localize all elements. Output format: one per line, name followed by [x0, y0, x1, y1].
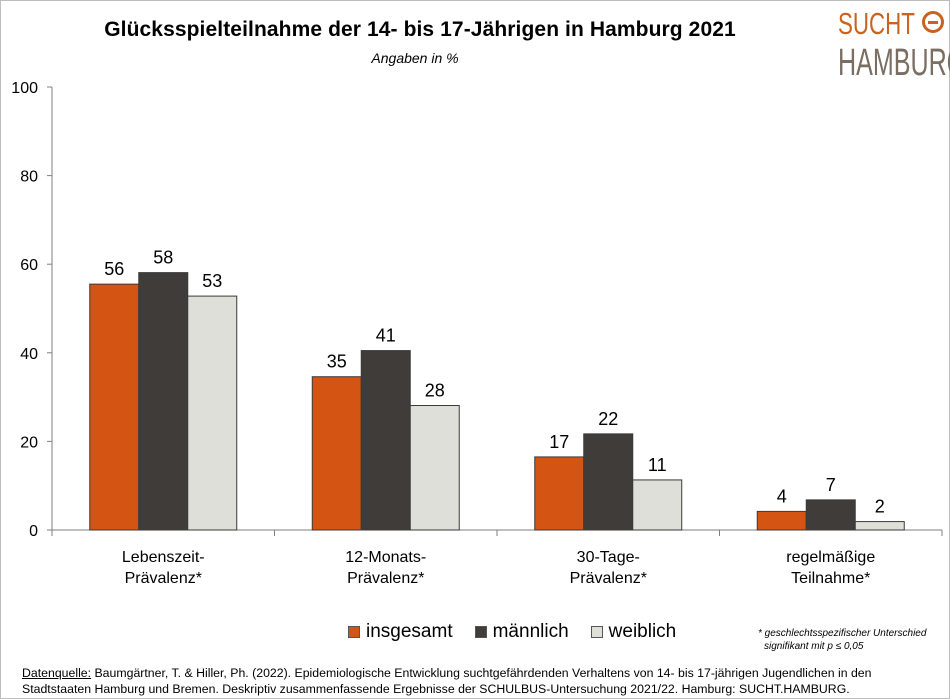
- bar-männlich-2: [583, 433, 634, 531]
- logo-text-hamburg: HAMBURG: [838, 42, 950, 84]
- bar-weiblich-0: [187, 295, 238, 531]
- y-tick-label: 40: [20, 346, 38, 363]
- sucht-hamburg-logo: SUCHT HAMBURG: [838, 6, 950, 86]
- data-label: 53: [202, 271, 222, 291]
- data-label: 58: [153, 248, 173, 268]
- bar-insgesamt-2: [534, 456, 585, 531]
- bar-männlich-1: [360, 350, 411, 531]
- y-tick-label: 80: [20, 169, 38, 186]
- data-label: 4: [777, 486, 787, 506]
- legend-swatch-insgesamt: [348, 626, 360, 638]
- data-label: 7: [826, 475, 836, 495]
- bar-weiblich-3: [854, 521, 905, 531]
- logo-text-sucht: SUCHT: [838, 6, 915, 41]
- source-text: Baumgärtner, T. & Hiller, Ph. (2022). Ep…: [22, 666, 872, 696]
- footnote-line-2: signifikant mit p ≤ 0,05: [764, 641, 864, 652]
- data-label: 28: [425, 381, 445, 401]
- x-category-label: Teilnahme*: [791, 570, 870, 587]
- chart-title: Glücksspielteilnahme der 14- bis 17-Jähr…: [104, 18, 736, 41]
- x-category-label: regelmäßige: [786, 549, 875, 566]
- bar-weiblich-2: [632, 479, 683, 531]
- footnote-line-1: * geschlechtsspezifischer Unterschied: [758, 628, 927, 639]
- legend-item-insgesamt: insgesamt: [348, 621, 453, 643]
- bar-insgesamt-0: [89, 283, 140, 531]
- x-category-label: Prävalenz*: [125, 570, 202, 587]
- data-label: 41: [376, 326, 396, 346]
- legend-swatch-maennlich: [474, 626, 487, 638]
- x-category-label: Lebenszeit-: [122, 549, 205, 566]
- bar-männlich-0: [138, 272, 189, 531]
- bar-insgesamt-3: [756, 510, 807, 531]
- bar-weiblich-1: [409, 405, 460, 531]
- data-source-note: Datenquelle: Baumgärtner, T. & Hiller, P…: [22, 665, 942, 697]
- x-category-label: 30-Tage-: [577, 549, 640, 566]
- y-tick-label: 0: [29, 523, 38, 540]
- legend-label-maennlich: männlich: [492, 621, 569, 642]
- chart-subtitle: Angaben in %: [371, 50, 459, 66]
- data-label: 56: [104, 259, 124, 279]
- legend: insgesamt männlich weiblich: [348, 621, 698, 643]
- legend-item-weiblich: weiblich: [590, 621, 677, 643]
- y-tick-label: 100: [11, 80, 38, 97]
- significance-footnote: * geschlechtsspezifischer Unterschied si…: [758, 627, 948, 653]
- legend-swatch-weiblich: [590, 626, 603, 638]
- legend-label-weiblich: weiblich: [608, 621, 677, 642]
- data-label: 22: [598, 409, 618, 429]
- logo-circle-icon: [922, 11, 944, 33]
- data-label: 35: [327, 352, 347, 372]
- x-category-label: Prävalenz*: [347, 570, 424, 587]
- legend-item-maennlich: männlich: [474, 621, 569, 643]
- data-label: 11: [648, 455, 667, 475]
- data-label: 2: [875, 497, 885, 517]
- bar-männlich-3: [805, 499, 856, 531]
- source-label: Datenquelle:: [22, 666, 92, 680]
- x-category-label: Prävalenz*: [570, 570, 647, 587]
- data-label: 17: [549, 432, 569, 452]
- y-tick-label: 60: [20, 257, 38, 274]
- x-category-label: 12-Monats-: [345, 549, 426, 566]
- bar-insgesamt-1: [311, 376, 362, 531]
- y-tick-label: 20: [20, 434, 38, 451]
- legend-label-insgesamt: insgesamt: [366, 621, 453, 642]
